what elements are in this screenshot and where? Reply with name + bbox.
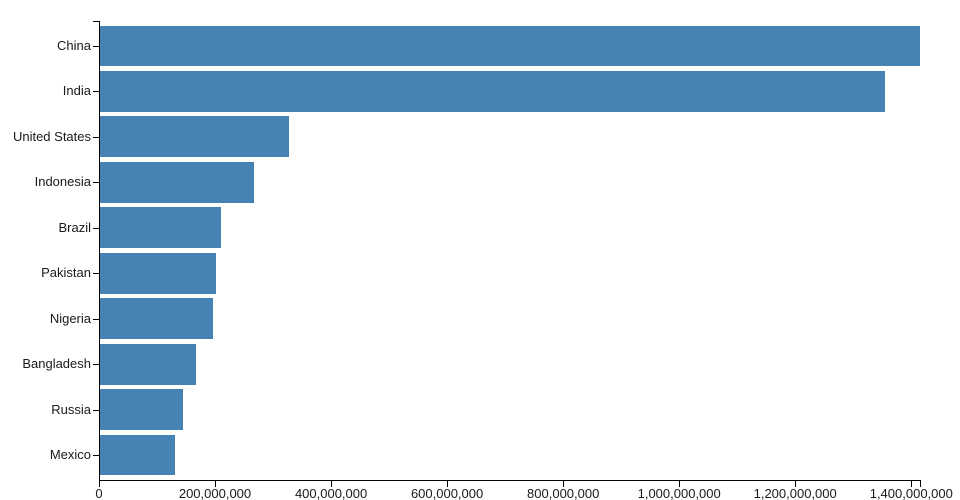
x-axis-tick	[99, 481, 100, 487]
y-axis-tick	[93, 46, 99, 47]
y-axis-top-cap	[93, 21, 100, 22]
bar-nigeria	[100, 298, 213, 340]
y-axis-tick	[93, 319, 99, 320]
category-label-indonesia: Indonesia	[34, 174, 91, 190]
y-axis-tick	[93, 91, 99, 92]
x-axis-end-cap	[920, 480, 921, 487]
x-axis-tick-label: 1,400,000,000	[869, 486, 953, 500]
x-axis-tick-label: 200,000,000	[178, 486, 252, 500]
category-label-mexico: Mexico	[49, 447, 91, 462]
x-axis-tick-label: 800,000,000	[527, 486, 600, 500]
category-label-nigeria: Nigeria	[49, 310, 91, 326]
x-axis-tick	[563, 481, 564, 487]
category-label-china: China	[57, 38, 91, 53]
bar-russia	[100, 389, 183, 430]
category-label-pakistan: Pakistan	[41, 265, 91, 281]
x-axis-tick-label: 0	[95, 486, 103, 500]
x-axis-tick	[795, 481, 796, 487]
bar-china	[100, 25, 920, 67]
y-axis-tick	[93, 182, 99, 183]
category-label-bangladesh: Bangladesh	[22, 356, 91, 372]
y-axis-line	[99, 21, 100, 480]
bar-brazil	[100, 207, 222, 249]
y-axis-tick	[93, 273, 99, 274]
category-label-brazil: Brazil	[58, 219, 91, 235]
x-axis-tick	[215, 481, 216, 487]
bar-bangladesh	[100, 343, 196, 385]
category-label-india: India	[62, 83, 91, 99]
category-label-russia: Russia	[51, 401, 91, 417]
bar-united-states	[100, 116, 289, 158]
x-axis-tick	[911, 481, 912, 487]
x-axis-line	[99, 480, 921, 481]
x-axis-tick-label: 1,000,000,000	[637, 486, 721, 500]
y-axis-tick	[93, 137, 99, 138]
category-label-united-states: United States	[12, 128, 91, 144]
x-axis-tick-label: 600,000,000	[410, 486, 484, 500]
x-axis-tick-label: 400,000,000	[294, 486, 368, 500]
bar-pakistan	[100, 252, 216, 294]
y-axis-tick	[93, 364, 99, 365]
bar-india	[100, 71, 885, 112]
bar-mexico	[100, 434, 175, 476]
y-axis-tick	[93, 410, 99, 411]
x-axis-tick	[679, 481, 680, 487]
bar-indonesia	[100, 161, 254, 203]
y-axis-tick	[93, 455, 99, 456]
x-axis-tick-label: 1,200,000,000	[753, 486, 837, 500]
y-axis-tick	[93, 228, 99, 229]
x-axis-tick	[331, 481, 332, 487]
x-axis-tick	[447, 481, 448, 487]
